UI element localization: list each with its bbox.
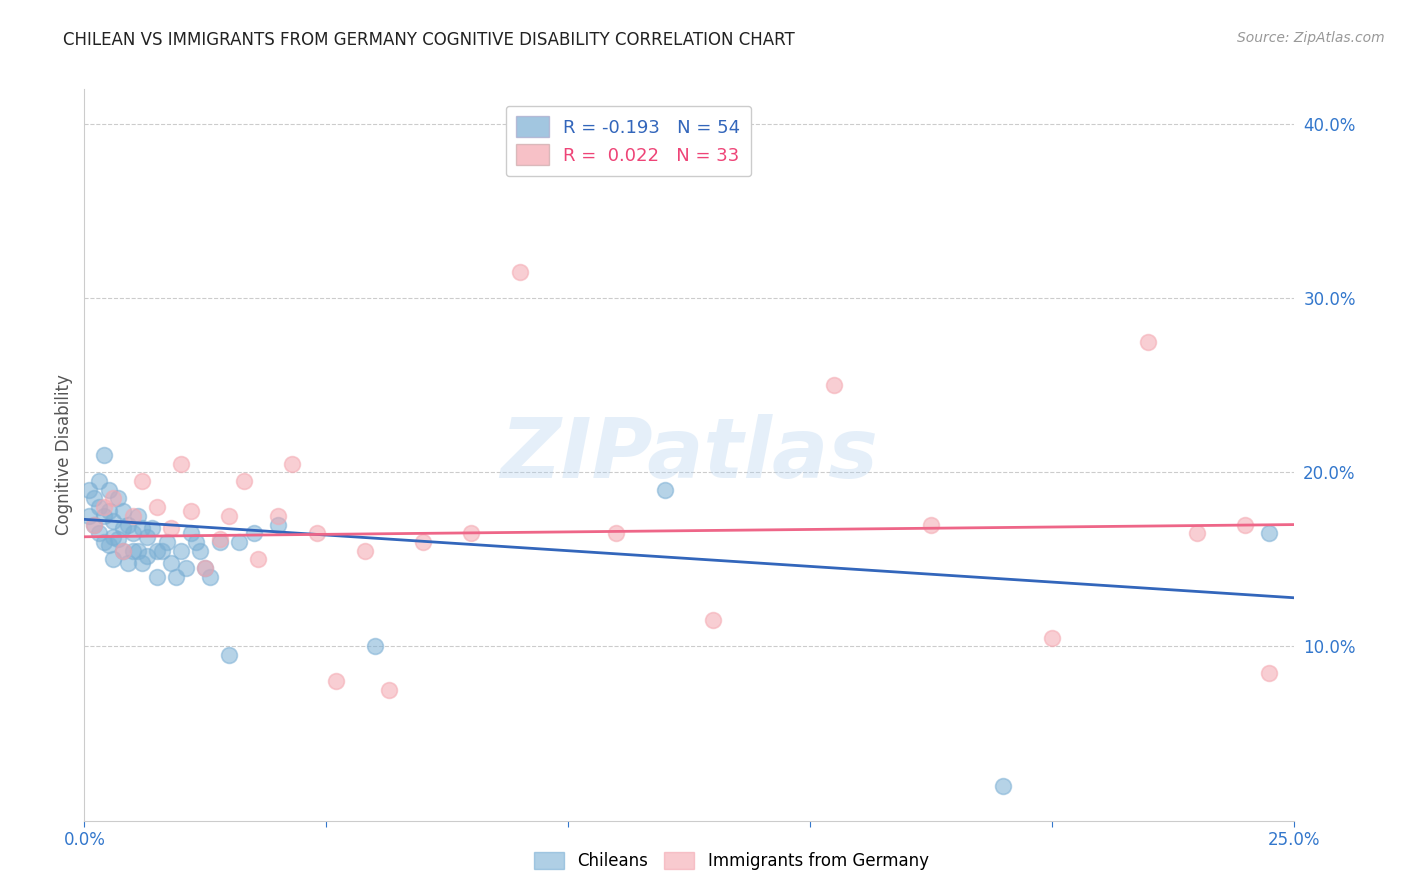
Point: [170, 457, 193, 471]
Point: [412, 535, 434, 549]
Point: [131, 556, 153, 570]
Point: [121, 526, 143, 541]
Point: [1040, 631, 1063, 645]
Text: ZIPatlas: ZIPatlas: [501, 415, 877, 495]
Point: [218, 648, 240, 663]
Point: [112, 543, 135, 558]
Point: [208, 535, 231, 549]
Point: [605, 526, 627, 541]
Point: [155, 535, 177, 549]
Point: [180, 503, 202, 517]
Point: [103, 514, 125, 528]
Y-axis label: Cognitive Disability: Cognitive Disability: [55, 375, 73, 535]
Point: [509, 265, 531, 279]
Point: [194, 561, 217, 575]
Point: [87, 526, 110, 541]
Point: [131, 474, 153, 488]
Point: [97, 483, 120, 497]
Point: [77, 483, 100, 497]
Point: [305, 526, 328, 541]
Point: [87, 500, 110, 515]
Point: [1258, 526, 1281, 541]
Point: [170, 543, 193, 558]
Point: [150, 543, 173, 558]
Point: [112, 521, 135, 535]
Point: [112, 503, 135, 517]
Point: [654, 483, 676, 497]
Point: [198, 570, 221, 584]
Point: [160, 556, 183, 570]
Point: [121, 508, 143, 523]
Point: [93, 448, 115, 462]
Point: [83, 491, 105, 506]
Point: [93, 508, 115, 523]
Point: [87, 474, 110, 488]
Point: [993, 779, 1015, 793]
Point: [97, 503, 120, 517]
Point: [325, 674, 347, 689]
Point: [93, 535, 115, 549]
Point: [233, 474, 256, 488]
Point: [247, 552, 270, 566]
Point: [702, 613, 724, 627]
Point: [242, 526, 264, 541]
Point: [228, 535, 250, 549]
Point: [281, 457, 304, 471]
Point: [218, 508, 240, 523]
Point: [103, 552, 125, 566]
Point: [136, 530, 159, 544]
Point: [184, 535, 207, 549]
Text: Source: ZipAtlas.com: Source: ZipAtlas.com: [1237, 31, 1385, 45]
Point: [77, 508, 100, 523]
Point: [146, 570, 169, 584]
Point: [460, 526, 482, 541]
Point: [267, 517, 290, 532]
Point: [174, 561, 197, 575]
Point: [165, 570, 187, 584]
Point: [363, 640, 385, 654]
Point: [190, 543, 212, 558]
Point: [121, 543, 143, 558]
Point: [83, 517, 105, 532]
Point: [117, 517, 139, 532]
Point: [146, 543, 169, 558]
Point: [103, 491, 125, 506]
Point: [83, 517, 105, 532]
Text: CHILEAN VS IMMIGRANTS FROM GERMANY COGNITIVE DISABILITY CORRELATION CHART: CHILEAN VS IMMIGRANTS FROM GERMANY COGNI…: [63, 31, 794, 49]
Point: [97, 539, 120, 553]
Point: [117, 556, 139, 570]
Point: [127, 543, 149, 558]
Point: [93, 500, 115, 515]
Point: [194, 561, 217, 575]
Point: [136, 549, 159, 563]
Legend: Chileans, Immigrants from Germany: Chileans, Immigrants from Germany: [527, 845, 935, 877]
Point: [127, 508, 149, 523]
Point: [141, 521, 163, 535]
Point: [823, 378, 845, 392]
Point: [112, 543, 135, 558]
Point: [1185, 526, 1208, 541]
Point: [107, 532, 129, 546]
Point: [920, 517, 942, 532]
Point: [1137, 334, 1160, 349]
Point: [160, 521, 183, 535]
Point: [107, 491, 129, 506]
Point: [1234, 517, 1257, 532]
Point: [378, 683, 401, 698]
Point: [180, 526, 202, 541]
Legend: R = -0.193   N = 54, R =  0.022   N = 33: R = -0.193 N = 54, R = 0.022 N = 33: [506, 105, 751, 176]
Point: [354, 543, 377, 558]
Point: [103, 530, 125, 544]
Point: [146, 500, 169, 515]
Point: [267, 508, 290, 523]
Point: [208, 532, 231, 546]
Point: [1258, 665, 1281, 680]
Point: [131, 521, 153, 535]
